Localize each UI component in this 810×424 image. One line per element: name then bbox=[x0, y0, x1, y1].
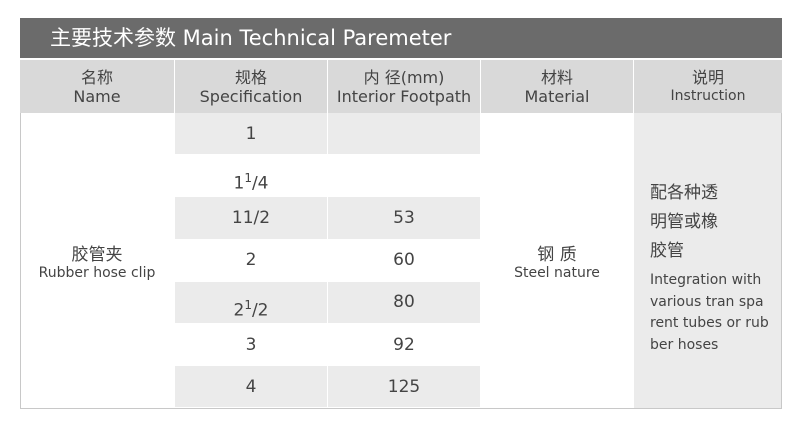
spec-whole: 1 bbox=[233, 174, 245, 195]
footpath-text: 53 bbox=[393, 207, 415, 228]
footpath-cell: 60 bbox=[328, 240, 480, 281]
spec-denominator: /2 bbox=[251, 300, 269, 321]
footpath-cell bbox=[328, 113, 480, 155]
header-cell: 名称 Name bbox=[20, 60, 174, 113]
header-en: Name bbox=[73, 87, 121, 106]
footpath-cell: 80 bbox=[328, 281, 480, 323]
name-cell: 胶管夹 Rubber hose clip bbox=[20, 113, 174, 408]
spec-text: 11/4 bbox=[233, 171, 268, 194]
material-en: Steel nature bbox=[514, 265, 600, 282]
header-zh: 内 径(mm) bbox=[363, 68, 445, 87]
header-cell: 说明 Instruction bbox=[634, 60, 782, 113]
spec-text: 21/2 bbox=[233, 298, 268, 321]
header-cell: 内 径(mm) Interior Footpath bbox=[328, 60, 480, 113]
instruction-en: various tran spa bbox=[650, 293, 764, 310]
header-en: Specification bbox=[199, 87, 303, 106]
footpath-cell: 92 bbox=[328, 324, 480, 365]
material-zh: 钢 质 bbox=[537, 245, 577, 266]
header-zh: 规格 bbox=[234, 68, 267, 87]
instruction-en: rent tubes or rub bbox=[650, 315, 769, 331]
footpath-text: 80 bbox=[393, 292, 415, 313]
spec-cell: 3 bbox=[175, 324, 327, 365]
instruction-zh: 配各种透 bbox=[650, 183, 718, 203]
footpath-text: 60 bbox=[393, 250, 415, 271]
header-zh: 名称 bbox=[80, 68, 113, 87]
spec-cell: 11/4 bbox=[175, 155, 327, 196]
title: 主要技术参数 Main Technical Paremeter bbox=[20, 18, 782, 58]
footpath-text: 92 bbox=[393, 334, 415, 355]
spec-cell: 21/2 bbox=[175, 281, 327, 323]
header-cell: 规格 Specification bbox=[175, 60, 327, 113]
header-en: Interior Footpath bbox=[336, 87, 472, 106]
spec-cell: 2 bbox=[175, 240, 327, 281]
header-zh: 材料 bbox=[540, 68, 573, 87]
spec-numerator: 1 bbox=[244, 171, 252, 186]
instruction-en-block: Integration with various tran spa rent tub… bbox=[650, 270, 782, 356]
spec-cell: 1 bbox=[175, 113, 327, 155]
header-en: Material bbox=[524, 87, 590, 106]
footpath-cell: 53 bbox=[328, 197, 480, 239]
name-zh: 胶管夹 bbox=[71, 245, 123, 266]
footpath-cell: 125 bbox=[328, 366, 480, 408]
instruction-en: ber hoses bbox=[650, 336, 719, 353]
spec-text: 4 bbox=[245, 376, 257, 397]
header-zh: 说明 bbox=[691, 68, 724, 87]
name-en: Rubber hose clip bbox=[38, 265, 156, 282]
instruction-en: Integration with bbox=[650, 272, 762, 288]
header-cell: 材料 Material bbox=[481, 60, 633, 113]
instruction-zh: 明管或橡 bbox=[650, 212, 718, 232]
header-en: Instruction bbox=[670, 88, 746, 104]
spec-text: 11/2 bbox=[231, 207, 271, 228]
spec-text: 3 bbox=[245, 334, 257, 355]
spec-denominator: /4 bbox=[251, 174, 269, 195]
material-cell: 钢 质 Steel nature bbox=[481, 113, 633, 408]
instruction-zh: 胶管 bbox=[650, 241, 684, 261]
spec-cell: 4 bbox=[175, 366, 327, 408]
spec-text: 2 bbox=[245, 250, 257, 271]
spec-whole: 2 bbox=[233, 300, 245, 321]
instruction-cell: 配各种透明管或橡胶管 Integration with various tran s… bbox=[634, 113, 782, 409]
table-frame bbox=[20, 113, 782, 409]
footpath-text: 125 bbox=[387, 376, 421, 397]
spec-numerator: 1 bbox=[244, 298, 252, 313]
spec-text: 1 bbox=[245, 123, 257, 144]
spec-cell: 11/2 bbox=[175, 197, 327, 239]
